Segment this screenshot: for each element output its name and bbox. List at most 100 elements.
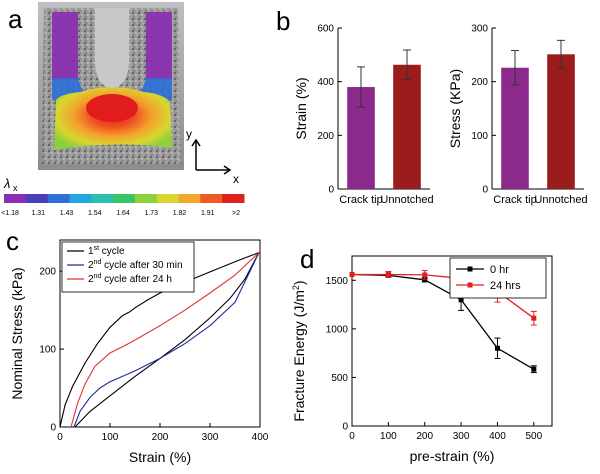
- x-tick-label: 0: [57, 432, 63, 443]
- series-line: [73, 252, 260, 428]
- bar: [393, 64, 421, 189]
- data-point: [422, 272, 428, 278]
- plot-frame: [351, 255, 553, 427]
- colorbar-tick: 1.54: [88, 210, 102, 217]
- panel-c-letter: c: [6, 226, 19, 256]
- colorbar-tick: 1.91: [201, 210, 215, 217]
- colorbar-segment: [222, 194, 245, 203]
- y-tick-label: 200: [317, 131, 334, 142]
- colorbar-segment: [25, 194, 49, 203]
- colorbar-tick: <1.18: [1, 210, 19, 217]
- data-point: [385, 271, 391, 277]
- bar: [547, 54, 575, 190]
- x-tick-label: 500: [525, 431, 542, 442]
- x-tick-label: 200: [152, 432, 169, 443]
- series-line: [59, 251, 260, 428]
- colorbar-tick: 1.43: [60, 210, 74, 217]
- x-tick-label: 100: [380, 431, 397, 442]
- colorbar: λ x <1.18 1.31 1.43 1.54 1.64 1.73 1.82 1.91 >2: [1, 176, 245, 217]
- panel-a-letter: a: [8, 4, 23, 34]
- colorbar-segment: [4, 194, 27, 203]
- legend-label: 1st cycle: [88, 245, 125, 257]
- colorbar-subscript: x: [13, 183, 18, 193]
- colorbar-segment: [134, 194, 158, 203]
- y-tick-label: 200: [39, 267, 56, 278]
- panel-a: a y x λ x <1.18 1.31 1.43 1.54 1.64 1: [1, 2, 245, 217]
- colorbar-segment: [113, 194, 136, 203]
- colorbar-symbol: λ: [3, 176, 10, 191]
- bar: [501, 67, 529, 189]
- colorbar-segment: [156, 194, 180, 203]
- data-point: [531, 366, 537, 372]
- x-tick-label: 400: [252, 432, 269, 443]
- legend-box: [61, 241, 195, 293]
- colorbar-segment: [91, 194, 114, 203]
- x-axis-title: pre-strain (%): [410, 448, 495, 464]
- y-tick-label: 300: [471, 24, 488, 35]
- panel-d-letter: d: [300, 244, 314, 274]
- y-tick-label: 0: [50, 423, 56, 434]
- series-line: [351, 273, 535, 370]
- legend-label: 2nd cycle after 30 min: [88, 259, 183, 271]
- x-tick-label: 400: [489, 431, 506, 442]
- series-line: [74, 252, 260, 428]
- x-tick-label: 100: [102, 432, 119, 443]
- coordinate-axes: y x: [186, 127, 239, 186]
- x-tick-label: 200: [416, 431, 433, 442]
- data-point: [494, 345, 500, 351]
- legend-label: 24 hrs: [490, 280, 521, 292]
- y-tick-label: 500: [331, 373, 348, 384]
- y-tick-label: 0: [342, 422, 348, 433]
- legend-marker: [467, 266, 473, 272]
- legend-box: [449, 257, 547, 299]
- y-tick-label: 0: [328, 185, 334, 196]
- colorbar-segment: [200, 194, 223, 203]
- data-point: [458, 297, 464, 303]
- specimen-image: [38, 2, 184, 170]
- y-axis-title: Fracture Energy (J/m2): [291, 280, 307, 421]
- y-axis-title: Nominal Stress (kPa): [9, 267, 25, 399]
- panel-d: d 0 100 200 300 400 500 0 500 1000 1500 pre-strain…: [291, 244, 553, 464]
- y-axis-title: Strain (%): [293, 77, 309, 139]
- series-line: [70, 252, 260, 428]
- y-tick-label: 200: [471, 77, 488, 88]
- colorbar-tick: 1.82: [173, 210, 187, 217]
- data-point: [531, 315, 537, 321]
- x-tick-label: Unnotched: [534, 194, 587, 206]
- colorbar-tick: 1.64: [116, 210, 130, 217]
- y-tick-label: 100: [471, 131, 488, 142]
- x-tick-label: Unnotched: [380, 194, 433, 206]
- x-tick-label: 0: [349, 431, 355, 442]
- colorbar-segment: [69, 194, 92, 203]
- axis-y-label: y: [186, 127, 192, 141]
- chart-cyclic-stress-strain: 0 100 200 300 400 0 100 200 Strain (%) Nominal St…: [9, 239, 269, 465]
- panel-c: c 0 100 200 300 400 0 100 200 Strain (%) Nominal …: [6, 226, 269, 465]
- y-tick-label: 400: [317, 77, 334, 88]
- x-tick-label: 300: [202, 432, 219, 443]
- chart-fracture-energy: 0 100 200 300 400 500 0 500 1000 1500 pre-strain (…: [291, 255, 553, 464]
- y-tick-label: 1500: [326, 276, 349, 287]
- y-tick-label: 1000: [326, 324, 349, 335]
- y-tick-label: 600: [317, 24, 334, 35]
- legend-marker: [467, 282, 473, 288]
- x-tick-label: Crack tip: [339, 194, 382, 206]
- data-point: [349, 271, 355, 277]
- colorbar-tick: 1.31: [31, 210, 45, 217]
- colorbar-tick: >2: [232, 210, 240, 217]
- legend-label: 2nd cycle after 24 h: [88, 273, 172, 285]
- axis-x-label: x: [233, 172, 239, 186]
- panel-b-letter: b: [276, 6, 290, 36]
- legend-label: 0 hr: [490, 264, 509, 276]
- y-tick-label: 100: [39, 345, 56, 356]
- x-tick-label: 300: [453, 431, 470, 442]
- y-tick-label: 0: [482, 185, 488, 196]
- x-axis-title: Strain (%): [129, 449, 191, 465]
- x-tick-label: Crack tip: [493, 194, 536, 206]
- colorbar-tick: 1.73: [144, 210, 158, 217]
- colorbar-segment: [47, 194, 70, 203]
- colorbar-segment: [178, 194, 201, 203]
